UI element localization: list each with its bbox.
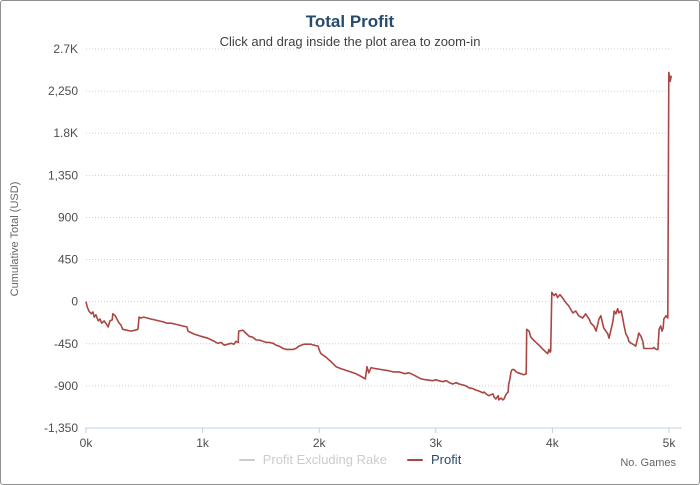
legend-marker-profit-icon	[406, 458, 423, 461]
legend: Profit Excluding Rake Profit	[1, 452, 699, 467]
legend-label: Profit	[430, 452, 462, 467]
y-tick-label: 0	[71, 295, 78, 309]
x-tick-label: 5k	[663, 436, 677, 450]
legend-label: Profit Excluding Rake	[262, 452, 387, 467]
x-tick-label: 2k	[313, 436, 327, 450]
series-line-profit[interactable]	[85, 71, 673, 401]
legend-item-profit[interactable]: Profit	[406, 452, 462, 467]
y-tick-label: 2,250	[48, 84, 78, 98]
y-tick-label: -1,350	[44, 421, 78, 435]
y-tick-label: 900	[58, 210, 78, 224]
x-axis-title: No. Games	[620, 457, 676, 469]
chart-title: Total Profit	[305, 12, 395, 31]
x-tick-label: 0k	[80, 436, 94, 450]
x-tick-label: 1k	[196, 436, 210, 450]
x-tick-label: 4k	[546, 436, 560, 450]
y-axis-title: Cumulative Total (USD)	[9, 181, 21, 297]
y-tick-label: -900	[54, 379, 78, 393]
y-tick-label: -450	[54, 337, 78, 351]
y-tick-label: 450	[58, 253, 78, 267]
y-tick-label: 1,350	[48, 168, 78, 182]
y-tick-label: 2.7K	[53, 42, 78, 56]
y-tick-label: 1.8K	[53, 126, 78, 140]
legend-marker-profit-excluding-rake-icon	[238, 458, 255, 461]
chart-subtitle: Click and drag inside the plot area to z…	[219, 34, 481, 49]
legend-item-profit-excluding-rake[interactable]: Profit Excluding Rake	[238, 452, 387, 467]
x-tick-label: 3k	[429, 436, 443, 450]
